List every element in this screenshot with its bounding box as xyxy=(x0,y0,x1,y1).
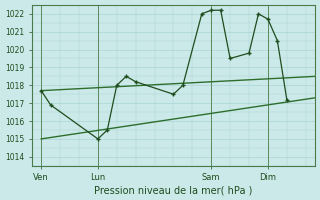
X-axis label: Pression niveau de la mer( hPa ): Pression niveau de la mer( hPa ) xyxy=(94,185,252,195)
